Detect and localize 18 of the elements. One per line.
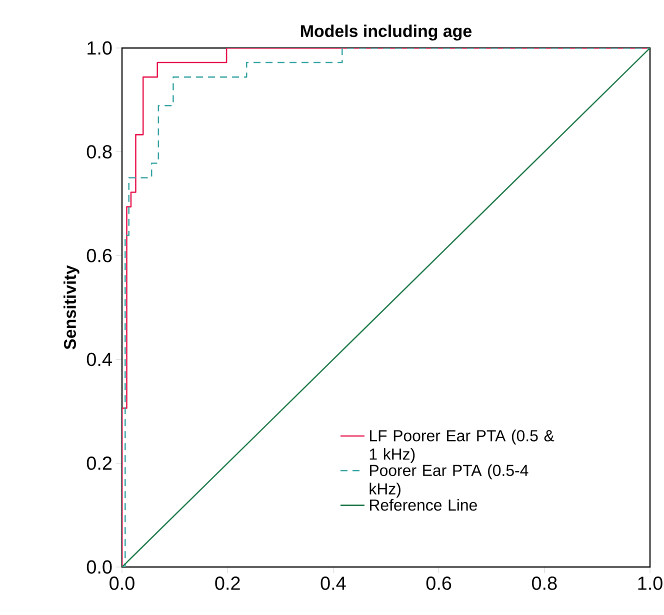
y-tick-label: 0.4 bbox=[86, 352, 112, 366]
x-tick-label: 0.8 bbox=[532, 576, 557, 590]
y-tick-label: 0.2 bbox=[86, 456, 112, 470]
legend-label: LF Poorer Ear PTA (0.5 & 1 kHz) bbox=[370, 430, 554, 463]
x-tick-label: 1.0 bbox=[638, 576, 662, 590]
y-tick-label: 0.0 bbox=[86, 560, 112, 574]
line-series bbox=[122, 48, 650, 567]
x-tick-label: 0.4 bbox=[320, 576, 346, 590]
y-axis-title: Sensitivity bbox=[64, 265, 80, 350]
x-tick-label: 0.2 bbox=[215, 576, 240, 590]
legend-label: Reference Line bbox=[370, 499, 477, 511]
x-tick-label: 0.0 bbox=[110, 576, 134, 590]
chart-title: Models including age bbox=[301, 24, 472, 40]
y-tick-label: 0.6 bbox=[86, 248, 112, 262]
legend-label: Poorer Ear PTA (0.5-4 kHz) bbox=[370, 464, 528, 498]
y-tick-label: 0.8 bbox=[86, 145, 112, 158]
y-tick-label: 1.0 bbox=[88, 41, 112, 55]
x-tick-label: 0.6 bbox=[426, 576, 452, 590]
